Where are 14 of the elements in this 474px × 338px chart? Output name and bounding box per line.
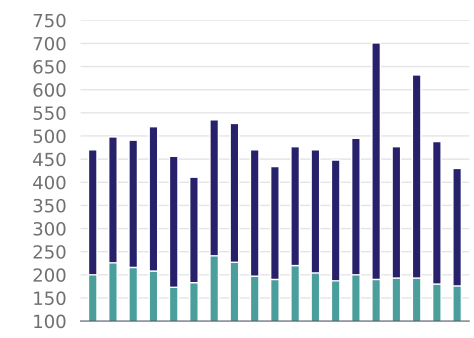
y-tick-label: 400 bbox=[33, 176, 66, 190]
y-tick-label: 300 bbox=[34, 222, 66, 236]
y-tick-label: 700 bbox=[34, 36, 66, 51]
y-tick-label: 600 bbox=[33, 83, 66, 97]
y-tick-label: 450 bbox=[33, 152, 66, 166]
y-tick-label: 750 bbox=[34, 14, 66, 28]
y-tick-label: 350 bbox=[34, 198, 66, 213]
y-tick-label: 150 bbox=[34, 291, 66, 306]
y-tick-label: 200 bbox=[34, 268, 66, 282]
y-tick-label: 550 bbox=[34, 106, 66, 120]
y-tick-label: 500 bbox=[34, 129, 66, 144]
y-tick-label: 650 bbox=[33, 60, 66, 74]
y-tick-label: 250 bbox=[34, 245, 66, 259]
y-tick-label: 100 bbox=[34, 314, 66, 328]
